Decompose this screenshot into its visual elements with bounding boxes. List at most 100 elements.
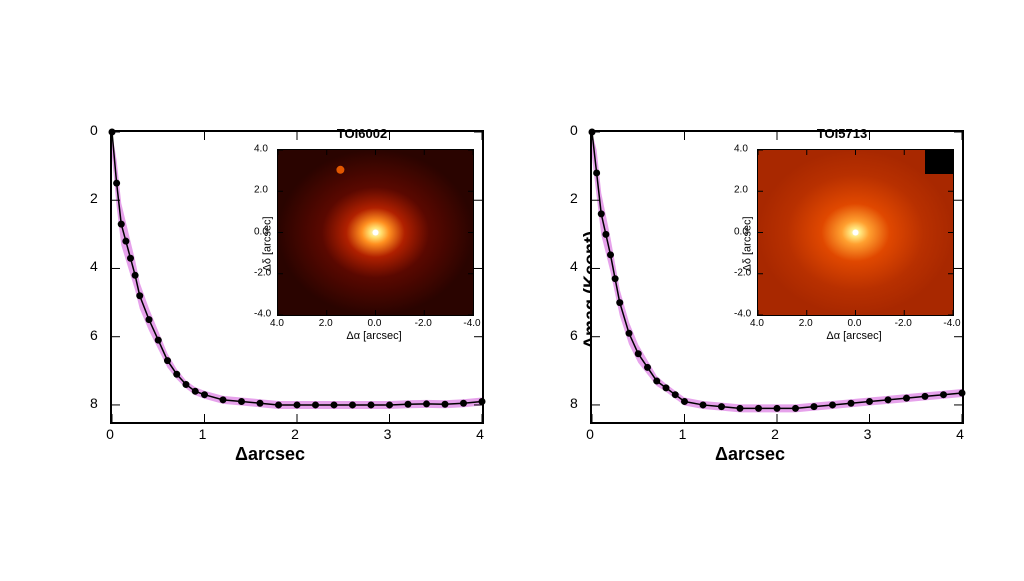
data-point [940,391,947,398]
data-point [607,251,614,258]
data-point [238,398,245,405]
data-point [737,405,744,412]
inset-xtick: -2.0 [415,318,432,329]
xtick: 2 [291,426,299,442]
data-point [220,396,227,403]
data-point [118,221,125,228]
data-point [460,400,467,407]
ytick: 0 [570,122,578,138]
data-point [626,330,633,337]
data-point [959,390,966,397]
data-point [612,275,619,282]
data-point [616,299,623,306]
inset-xtick: 0.0 [368,318,382,329]
data-point [257,400,264,407]
data-point [848,400,855,407]
inset-xtick: 2.0 [319,318,333,329]
inset-ytick: -2.0 [734,267,751,278]
data-point [774,405,781,412]
data-point [811,403,818,410]
ytick: 8 [90,395,98,411]
inset-image-left [277,149,474,316]
data-point [312,401,319,408]
data-point [593,169,600,176]
inset-title-right: TOI5713 [817,126,867,141]
inset-xlabel-right: Δα [arcsec] [826,330,881,342]
data-point [368,401,375,408]
inset-ytick: -4.0 [254,309,271,320]
data-point [136,292,143,299]
inset-xtick: -2.0 [895,318,912,329]
inset-xtick: 4.0 [750,318,764,329]
data-point [127,255,134,262]
data-point [672,391,679,398]
figure-container: Δmag (Brgamma) TOI6002 Δδ [arcsec] Δα [a… [50,120,970,460]
data-point [183,381,190,388]
data-point [598,210,605,217]
inset-ytick: 4.0 [254,144,268,155]
data-point [755,405,762,412]
inset-ylabel-right: Δδ [arcsec] [742,216,754,271]
inset-ytick: 0.0 [254,226,268,237]
data-point [155,337,162,344]
data-point [294,401,301,408]
data-point [132,272,139,279]
plot-area-left: TOI6002 Δδ [arcsec] Δα [arcsec] 4.02.00.… [110,130,484,424]
data-point [331,401,338,408]
data-point [866,398,873,405]
xtick: 3 [384,426,392,442]
inset-ytick: -4.0 [734,309,751,320]
xlabel-right: Δarcsec [715,444,785,465]
ytick: 6 [570,327,578,343]
ytick: 0 [90,122,98,138]
inset-image-right [757,149,954,316]
xtick: 1 [679,426,687,442]
data-point [113,180,120,187]
xlabel-left: Δarcsec [235,444,305,465]
ytick: 2 [90,190,98,206]
data-point [109,129,116,136]
ytick: 6 [90,327,98,343]
data-point [479,398,486,405]
data-point [903,395,910,402]
data-point [146,316,153,323]
inset-xtick: 0.0 [848,318,862,329]
data-point [201,391,208,398]
inset-xlabel-left: Δα [arcsec] [346,330,401,342]
data-point [164,357,171,364]
data-point [349,401,356,408]
panel-right: Δmag (Kcont) TOI5713 Δδ [arcsec] Δα [arc… [530,120,970,460]
data-point [122,238,129,245]
inset-xtick: -4.0 [943,318,960,329]
data-point [653,378,660,385]
xtick: 2 [771,426,779,442]
panel-left: Δmag (Brgamma) TOI6002 Δδ [arcsec] Δα [a… [50,120,490,460]
inset-xtick: 4.0 [270,318,284,329]
data-point [173,371,180,378]
inset-left: TOI6002 Δδ [arcsec] Δα [arcsec] 4.02.00.… [242,144,482,344]
data-point [386,401,393,408]
data-point [922,393,929,400]
inset-right: TOI5713 Δδ [arcsec] Δα [arcsec] 4.02.00.… [722,144,962,344]
inset-ytick: 0.0 [734,226,748,237]
inset-ytick: -2.0 [254,267,271,278]
data-point [718,403,725,410]
inset-xtick: 2.0 [799,318,813,329]
data-point [792,405,799,412]
inset-ytick: 2.0 [254,185,268,196]
data-point [829,401,836,408]
data-point [602,231,609,238]
xtick: 4 [476,426,484,442]
data-point [700,401,707,408]
plot-area-right: TOI5713 Δδ [arcsec] Δα [arcsec] 4.02.00.… [590,130,964,424]
inset-xtick: -4.0 [463,318,480,329]
data-point [589,129,596,136]
data-point [681,398,688,405]
data-point [405,401,412,408]
data-point [275,401,282,408]
ytick: 4 [90,258,98,274]
data-point [663,384,670,391]
ytick: 2 [570,190,578,206]
inset-ytick: 4.0 [734,144,748,155]
xtick: 3 [864,426,872,442]
